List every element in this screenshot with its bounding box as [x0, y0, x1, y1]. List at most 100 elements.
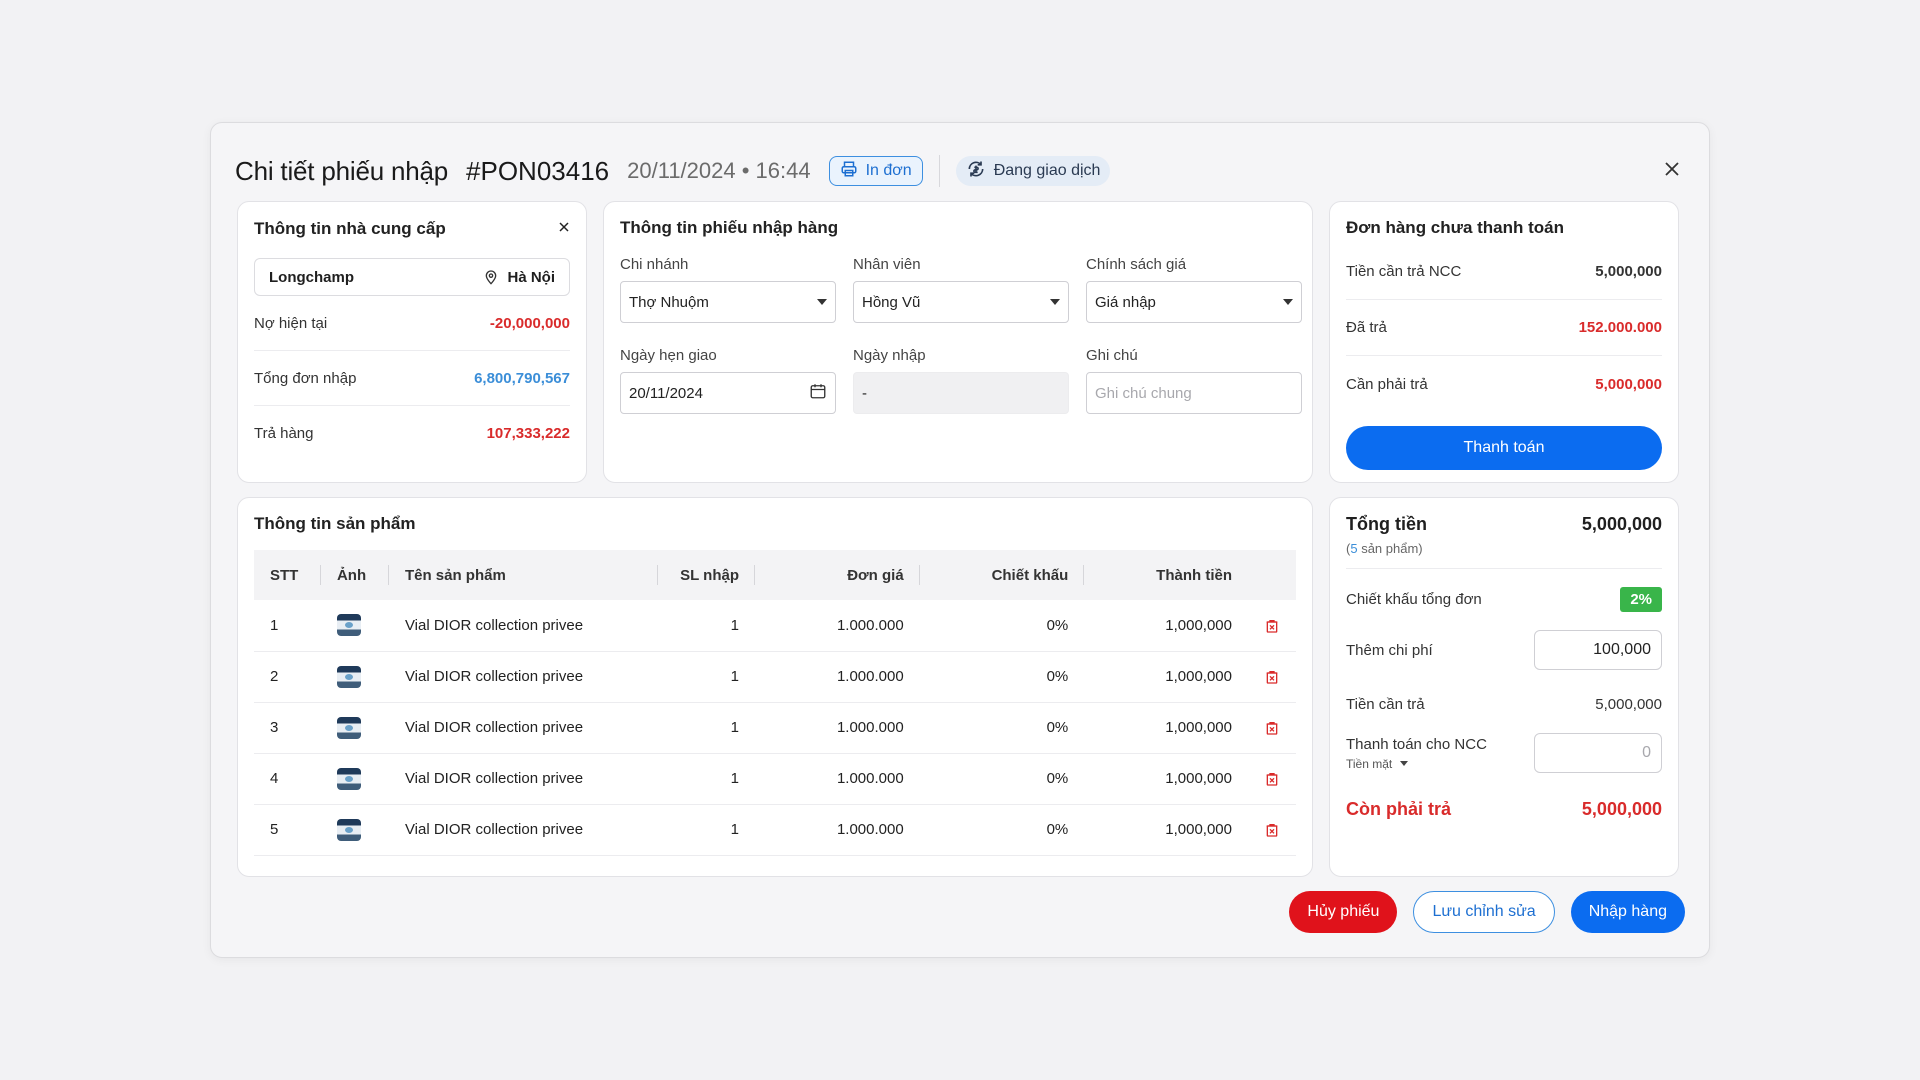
- totals-card: Tổng tiền 5,000,000 (5 sản phẩm) Chiết k…: [1329, 497, 1679, 877]
- caret-down-icon: [1050, 299, 1060, 305]
- branch-value: Thợ Nhuộm: [629, 293, 709, 311]
- remaining-label: Còn phải trả: [1346, 799, 1452, 819]
- product-qty: 1: [730, 821, 739, 838]
- pay-ncc-label: Thanh toán cho NCC: [1346, 735, 1487, 753]
- supplier-stat-row: Nợ hiện tại -20,000,000: [254, 296, 570, 351]
- product-thumbnail: [336, 818, 361, 841]
- delete-row-icon[interactable]: [1264, 822, 1280, 838]
- due-date-label: Ngày hẹn giao: [620, 347, 717, 364]
- pay-ncc-input[interactable]: 0: [1534, 733, 1662, 773]
- payment-method-select[interactable]: Tiền mặt: [1346, 757, 1487, 771]
- remaining-row: Còn phải trả 5,000,000: [1346, 799, 1662, 820]
- unpaid-card-title: Đơn hàng chưa thanh toán: [1346, 218, 1565, 237]
- supplier-card-title: Thông tin nhà cung cấp: [254, 219, 446, 238]
- row-stt: 5: [270, 821, 279, 838]
- product-thumbnail: [336, 614, 361, 637]
- calendar-icon[interactable]: [809, 382, 827, 404]
- supplier-location-label: Hà Nội: [507, 268, 555, 286]
- staff-value: Hồng Vũ: [862, 293, 921, 311]
- delete-row-icon[interactable]: [1264, 720, 1280, 736]
- row-stt: 4: [270, 770, 279, 787]
- price-policy-label: Chính sách giá: [1086, 256, 1187, 273]
- amount-due-ncc-label: Tiền cần trả NCC: [1346, 263, 1462, 280]
- supplier-location: Hà Nội: [483, 269, 555, 286]
- import-goods-button[interactable]: Nhập hàng: [1570, 891, 1685, 933]
- extra-cost-input[interactable]: 100,000: [1534, 630, 1662, 670]
- note-label: Ghi chú: [1086, 347, 1138, 364]
- close-icon: [1663, 160, 1681, 183]
- table-header-row: STT Ảnh Tên sản phẩm SL nhập Đơn giá Chi…: [254, 550, 1296, 600]
- note-input[interactable]: Ghi chú chung: [1086, 372, 1302, 414]
- price-policy-value: Giá nhập: [1095, 293, 1156, 311]
- product-price: 1.000.000: [836, 770, 904, 787]
- caret-down-icon: [817, 299, 827, 305]
- staff-select[interactable]: Hồng Vũ: [853, 281, 1069, 323]
- pay-ncc-row: Thanh toán cho NCC Tiền mặt 0: [1346, 733, 1662, 773]
- cancel-receipt-button[interactable]: Hủy phiếu: [1289, 891, 1398, 933]
- status-badge: Đang giao dịch: [955, 156, 1111, 186]
- delete-row-icon[interactable]: [1264, 669, 1280, 685]
- product-qty: 1: [730, 770, 739, 787]
- remaining-due-value: 5,000,000: [1595, 375, 1662, 393]
- product-qty: 1: [730, 719, 739, 736]
- close-button[interactable]: [1659, 158, 1685, 184]
- product-discount: 0%: [1046, 770, 1069, 787]
- products-card-title: Thông tin sản phẩm: [254, 514, 416, 533]
- amount-due-ncc-value: 5,000,000: [1595, 263, 1662, 280]
- product-qty: 1: [730, 616, 739, 634]
- table-row: 5 Vial DIOR collection privee 1 1.000.00…: [254, 804, 1296, 855]
- save-changes-button[interactable]: Lưu chỉnh sửa: [1413, 891, 1555, 933]
- price-policy-select[interactable]: Giá nhập: [1086, 281, 1302, 323]
- supplier-stats: Nợ hiện tại -20,000,000 Tổng đơn nhập 6,…: [254, 296, 570, 461]
- row-stt: 2: [270, 668, 279, 685]
- remove-supplier-button[interactable]: [558, 220, 570, 238]
- extra-cost-label: Thêm chi phí: [1346, 641, 1433, 659]
- product-discount: 0%: [1046, 821, 1069, 838]
- product-price: 1.000.000: [836, 719, 904, 736]
- amount-need-row: Tiền cần trả 5,000,000: [1346, 696, 1662, 713]
- print-button[interactable]: In đơn: [828, 156, 923, 186]
- product-thumbnail: [336, 716, 361, 739]
- row-stt: 1: [270, 616, 279, 634]
- branch-select[interactable]: Thợ Nhuộm: [620, 281, 836, 323]
- order-datetime: 20/11/2024 • 16:44: [627, 158, 811, 183]
- product-count-number: 5: [1350, 541, 1358, 556]
- product-total: 1,000,000: [1165, 668, 1232, 685]
- sync-icon: [966, 159, 986, 184]
- product-total: 1,000,000: [1165, 616, 1232, 634]
- pay-ncc-placeholder: 0: [1642, 744, 1651, 761]
- returns-label: Trả hàng: [254, 425, 314, 442]
- product-name: Vial DIOR collection privee: [404, 616, 584, 634]
- product-name: Vial DIOR collection privee: [404, 770, 584, 787]
- total-value: 5,000,000: [1581, 514, 1662, 534]
- remaining-value: 5,000,000: [1581, 799, 1662, 819]
- supplier-selector[interactable]: Longchamp Hà Nội: [254, 258, 570, 296]
- product-price: 1.000.000: [836, 821, 904, 838]
- product-total: 1,000,000: [1165, 719, 1232, 736]
- product-name: Vial DIOR collection privee: [404, 719, 584, 736]
- column-header-actions: [1248, 550, 1296, 600]
- supplier-stat-row: Trả hàng 107,333,222: [254, 406, 570, 461]
- delete-row-icon[interactable]: [1264, 618, 1280, 634]
- column-header-total: Thành tiền: [1156, 566, 1232, 584]
- current-debt-value: -20,000,000: [489, 314, 570, 332]
- import-date-field: -: [853, 372, 1069, 414]
- remaining-due-label: Cần phải trả: [1346, 375, 1428, 393]
- caret-down-icon: [1283, 299, 1293, 305]
- pay-button[interactable]: Thanh toán: [1346, 426, 1662, 470]
- due-date-value: 20/11/2024: [629, 384, 703, 402]
- order-discount-badge[interactable]: 2%: [1620, 587, 1662, 612]
- column-header-price: Đơn giá: [755, 550, 920, 600]
- header-divider: [938, 155, 940, 187]
- delete-row-icon[interactable]: [1264, 771, 1280, 787]
- paid-value: 152.000.000: [1578, 319, 1662, 336]
- page-title: Chi tiết phiếu nhập: [235, 155, 449, 186]
- product-discount: 0%: [1046, 616, 1069, 634]
- current-debt-label: Nợ hiện tại: [254, 314, 328, 332]
- receipt-card-title: Thông tin phiếu nhập hàng: [620, 218, 839, 237]
- due-date-input[interactable]: 20/11/2024: [620, 372, 836, 414]
- product-discount: 0%: [1046, 719, 1069, 736]
- products-table: STT Ảnh Tên sản phẩm SL nhập Đơn giá Chi…: [254, 550, 1296, 856]
- print-button-label: In đơn: [865, 162, 912, 179]
- total-imports-value[interactable]: 6,800,790,567: [474, 369, 570, 387]
